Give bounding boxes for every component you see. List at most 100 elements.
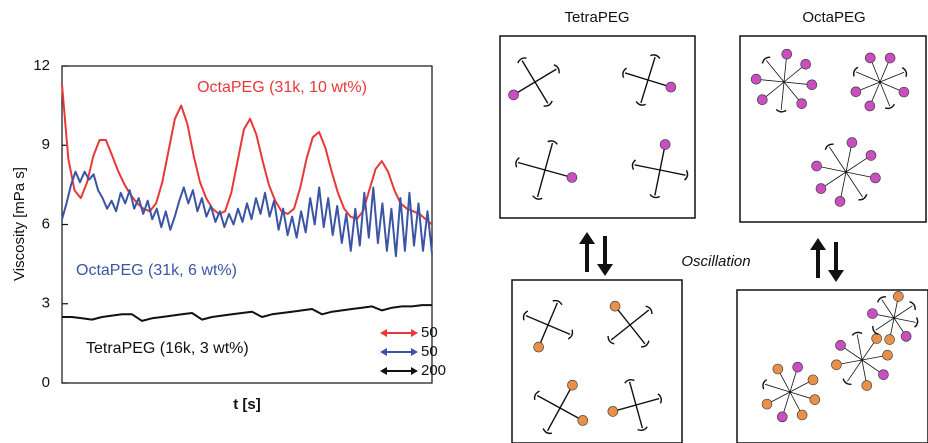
cap (515, 157, 520, 168)
diagram-label: TetraPEG (564, 9, 629, 26)
arm (893, 317, 916, 323)
bead (864, 100, 876, 112)
diagram-box (736, 289, 928, 443)
bead (834, 196, 846, 207)
cap (637, 426, 648, 431)
bead (809, 394, 821, 405)
diagram-label: Oscillation (681, 253, 750, 270)
bead (864, 52, 876, 64)
arm (635, 397, 660, 406)
arm (765, 383, 791, 393)
cap (657, 393, 662, 404)
y-tick-label: 6 (42, 215, 50, 232)
arm (856, 334, 863, 361)
bead (567, 379, 578, 391)
cap (543, 100, 553, 107)
arm (640, 79, 649, 104)
arm (547, 302, 558, 326)
arm (525, 315, 549, 326)
cap (684, 169, 689, 181)
bead (861, 380, 873, 391)
series-annotation: OctaPEG (31k, 6 wt%) (76, 262, 237, 279)
polymer-diagrams (508, 48, 919, 435)
cap (842, 378, 852, 385)
diagram-box (511, 279, 683, 443)
cap (607, 335, 615, 345)
cap (872, 325, 879, 335)
bead (870, 172, 881, 184)
cap (645, 305, 653, 315)
bead (508, 89, 519, 101)
arm (521, 60, 536, 83)
arm (893, 305, 913, 319)
bead (898, 86, 910, 98)
arm (536, 394, 561, 409)
arm (547, 324, 571, 335)
series-line (61, 170, 433, 258)
cap (552, 299, 563, 306)
cap (884, 103, 896, 110)
y-tick-label: 12 (33, 57, 50, 74)
bead (659, 139, 671, 150)
cap (533, 390, 540, 401)
cap (649, 194, 661, 199)
arm (635, 404, 644, 429)
scale-bar-label: 50 (421, 324, 438, 341)
bead (865, 150, 877, 161)
bead (807, 374, 819, 386)
diagram-box (739, 35, 927, 223)
x-axis-label: t [s] (233, 396, 261, 413)
arm (875, 317, 895, 331)
cap (877, 296, 887, 303)
bead (757, 94, 768, 106)
arm (846, 359, 863, 382)
bead (566, 172, 578, 183)
bead (796, 409, 808, 421)
arm (879, 81, 891, 107)
arm (624, 72, 649, 81)
series-annotation: OctaPEG (31k, 10 wt%) (197, 79, 367, 96)
arm (536, 169, 546, 198)
bead (811, 160, 822, 172)
bead (867, 308, 878, 319)
cap (640, 340, 650, 348)
arm (829, 146, 847, 173)
bead (609, 300, 621, 312)
cap (547, 140, 558, 145)
scale-bar-label: 50 (421, 343, 438, 360)
bead (750, 73, 762, 85)
cap (762, 378, 768, 390)
bead (900, 331, 912, 342)
bead (792, 361, 803, 373)
cap (553, 64, 560, 74)
bead (577, 415, 589, 426)
arm (544, 142, 554, 171)
cap (522, 310, 529, 321)
diagram-label: OctaPEG (802, 9, 865, 26)
cap (567, 329, 574, 340)
series-line (61, 84, 433, 226)
bead (893, 291, 904, 302)
bead (796, 98, 808, 109)
arm (628, 381, 637, 406)
bead (850, 86, 862, 98)
arm (517, 161, 546, 171)
arm (647, 56, 656, 81)
cap (542, 428, 553, 435)
cap (901, 66, 908, 78)
series-line (62, 304, 432, 322)
series-annotation: TetraPEG (16k, 3 wt%) (86, 340, 249, 357)
arm (610, 324, 631, 341)
bead (806, 79, 818, 91)
arm (780, 81, 785, 110)
bead (772, 363, 784, 375)
bead (533, 341, 544, 353)
oscillation-arrows (579, 232, 844, 282)
arm (879, 71, 905, 83)
cap (824, 143, 834, 151)
y-axis-label: Viscosity [mPa s] (11, 167, 28, 281)
cap (851, 331, 863, 336)
bead (800, 58, 811, 70)
arm (881, 299, 895, 319)
